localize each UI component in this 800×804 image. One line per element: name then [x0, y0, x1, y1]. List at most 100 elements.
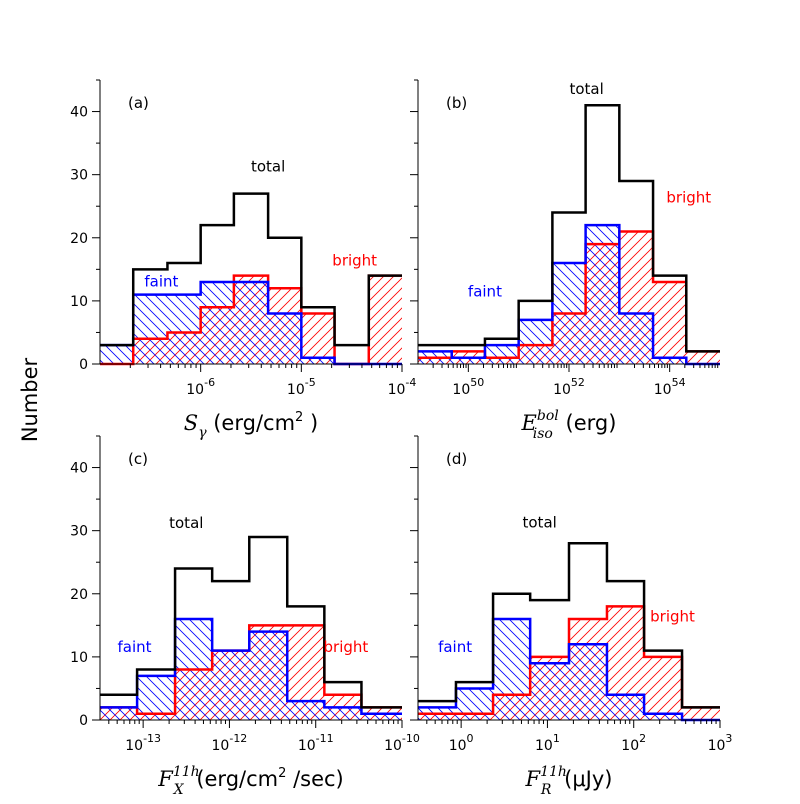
x-tick-base: 10 [449, 738, 467, 754]
x-tick-label: 10-4 [388, 376, 417, 398]
x-axis-variable: S [184, 411, 198, 435]
y-tick-label: 20 [70, 231, 88, 247]
total-annotation: total [523, 514, 557, 532]
x-tick-base: 10 [388, 382, 406, 398]
x-tick-exponent: -5 [305, 376, 316, 389]
x-axis-unit: (erg) [559, 411, 617, 435]
x-axis-variable: E [521, 411, 537, 435]
faint-annotation: faint [144, 272, 178, 290]
faint-series [418, 223, 720, 366]
y-tick-label: 0 [79, 357, 88, 373]
faint-step-line [100, 280, 402, 366]
x-axis-subscript: iso [533, 426, 553, 442]
bright-step-line [418, 230, 720, 359]
x-tick-exponent: 1 [553, 732, 560, 745]
bright-annotation: bright [650, 608, 695, 626]
faint-hatch-fill [100, 281, 402, 364]
x-tick-exponent: 0 [467, 732, 474, 745]
x-tick-exponent: -6 [204, 376, 215, 389]
y-axis-title: Number [18, 357, 42, 442]
total-step-line [100, 535, 402, 709]
faint-annotation: faint [468, 282, 502, 300]
x-tick-label: 10-13 [125, 732, 161, 754]
panel-label: (c) [128, 450, 148, 468]
faint-step-line [418, 223, 720, 366]
total-step-line [418, 542, 720, 709]
y-tick-label: 30 [70, 524, 88, 540]
x-axis-unit: (erg/cm [190, 767, 278, 791]
x-axis-unit-tail: ) [303, 411, 318, 435]
x-tick-exponent: -13 [143, 732, 161, 745]
total-series [100, 535, 402, 709]
x-tick-label: 10-12 [212, 732, 248, 754]
x-axis-subscript: R [540, 782, 552, 798]
x-tick-label: 1052 [553, 376, 585, 398]
x-tick-exponent: 2 [639, 732, 646, 745]
panel-label: (d) [446, 450, 467, 468]
x-tick-base: 10 [287, 382, 305, 398]
x-axis-superscript: bol [537, 408, 559, 424]
x-tick-label: 10-10 [384, 732, 420, 754]
x-tick-label: 10-6 [186, 376, 215, 398]
y-tick-label: 0 [79, 713, 88, 729]
x-tick-exponent: -4 [405, 376, 416, 389]
x-tick-label: 102 [621, 732, 646, 754]
x-tick-exponent: 50 [470, 376, 484, 389]
x-tick-label: 10-5 [287, 376, 316, 398]
total-step-line [100, 192, 402, 347]
total-annotation: total [251, 158, 285, 176]
total-step-line [418, 103, 720, 353]
total-series [100, 192, 402, 347]
bright-series [418, 230, 720, 359]
x-tick-exponent: -11 [316, 732, 334, 745]
x-tick-label: 1054 [654, 376, 686, 398]
faint-step-line [418, 617, 720, 722]
x-tick-base: 10 [553, 382, 571, 398]
x-axis-variable: F [157, 767, 174, 791]
x-axis-unit: (erg/cm [207, 411, 295, 435]
bright-annotation: bright [324, 638, 369, 656]
x-axis-superscript: 11h [173, 764, 200, 780]
x-axis-title: F11h X (erg/cm2 /sec) [157, 764, 344, 798]
x-tick-base: 10 [621, 738, 639, 754]
x-axis-title: Ebol iso (erg) [521, 408, 617, 442]
x-axis-subscript: γ [198, 425, 207, 441]
x-axis-superscript: 11h [540, 764, 567, 780]
total-annotation: total [569, 80, 603, 98]
x-tick-exponent: 3 [725, 732, 732, 745]
faint-step-line [100, 617, 402, 715]
x-tick-base: 10 [384, 738, 402, 754]
x-tick-label: 103 [708, 732, 733, 754]
x-tick-base: 10 [654, 382, 672, 398]
panel-label: (b) [446, 94, 467, 112]
x-tick-label: 101 [535, 732, 560, 754]
x-tick-label: 100 [449, 732, 474, 754]
y-tick-label: 40 [70, 105, 88, 121]
x-axis-unit-tail: /sec) [286, 767, 343, 791]
faint-series [418, 617, 720, 722]
x-tick-base: 10 [298, 738, 316, 754]
x-axis-title: F11h R (μJy) [524, 764, 612, 798]
total-series [418, 542, 720, 709]
bright-annotation: bright [666, 188, 711, 206]
faint-series [100, 280, 402, 366]
x-tick-label: 1050 [452, 376, 484, 398]
x-axis-unit: (μJy) [557, 767, 612, 791]
x-tick-exponent: -10 [402, 732, 420, 745]
x-tick-base: 10 [186, 382, 204, 398]
x-tick-base: 10 [125, 738, 143, 754]
x-axis-unit-superscript: 2 [278, 766, 286, 781]
x-axis-variable: F [524, 767, 541, 791]
bright-step-line [418, 605, 720, 715]
bright-annotation: bright [332, 252, 377, 270]
x-tick-base: 10 [212, 738, 230, 754]
y-tick-label: 10 [70, 650, 88, 666]
x-tick-base: 10 [535, 738, 553, 754]
y-tick-label: 20 [70, 587, 88, 603]
